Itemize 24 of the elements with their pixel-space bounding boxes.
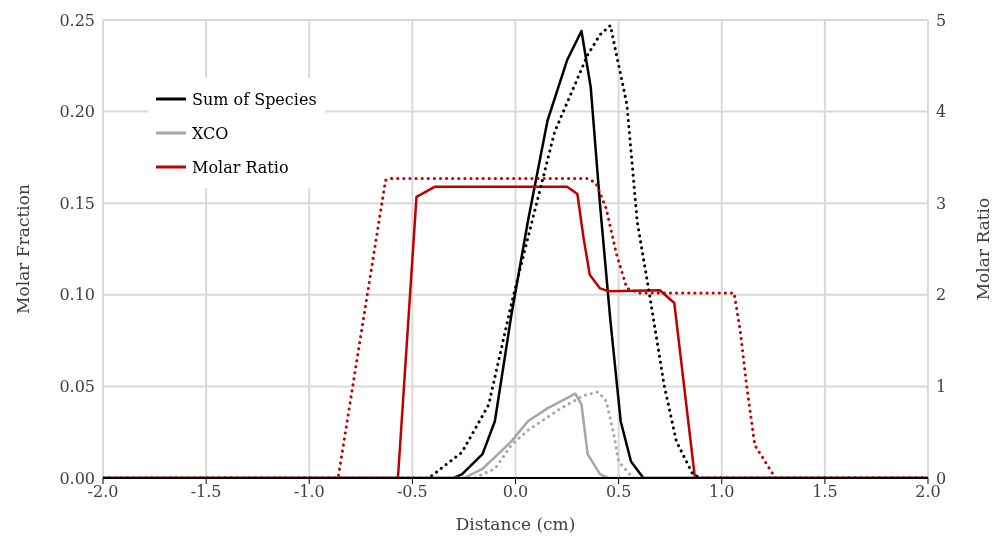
y2-tick-label: 1 xyxy=(936,377,947,397)
x-tick-label: -1.0 xyxy=(293,482,325,502)
y2-tick-label: 3 xyxy=(936,193,947,213)
x-tick-label: 0.5 xyxy=(605,482,632,502)
y-tick-label: 0.05 xyxy=(59,377,95,397)
y-tick-label: 0.20 xyxy=(59,102,95,122)
legend-label: Molar Ratio xyxy=(192,157,289,177)
y2-axis-title: Molar Ratio xyxy=(973,197,994,301)
y2-tick-label: 5 xyxy=(936,10,947,30)
y-tick-label: 0.00 xyxy=(59,468,95,488)
legend-label: Sum of Species xyxy=(192,89,317,109)
x-tick-label: 1.0 xyxy=(709,482,735,502)
y-axis-title: Molar Fraction xyxy=(13,184,34,314)
x-tick-label: 0.0 xyxy=(502,482,529,502)
x-tick-label: -1.5 xyxy=(190,482,222,502)
y-tick-label: 0.10 xyxy=(59,285,95,305)
y2-tick-label: 4 xyxy=(936,102,947,122)
x-tick-label: 1.5 xyxy=(812,482,838,502)
legend-label: XCO xyxy=(192,123,229,143)
y-tick-label: 0.25 xyxy=(59,10,95,30)
x-tick-label: -0.5 xyxy=(396,482,428,502)
y2-tick-label: 2 xyxy=(936,285,947,305)
y-tick-label: 0.15 xyxy=(59,193,95,213)
x-axis-title: Distance (cm) xyxy=(455,514,576,534)
